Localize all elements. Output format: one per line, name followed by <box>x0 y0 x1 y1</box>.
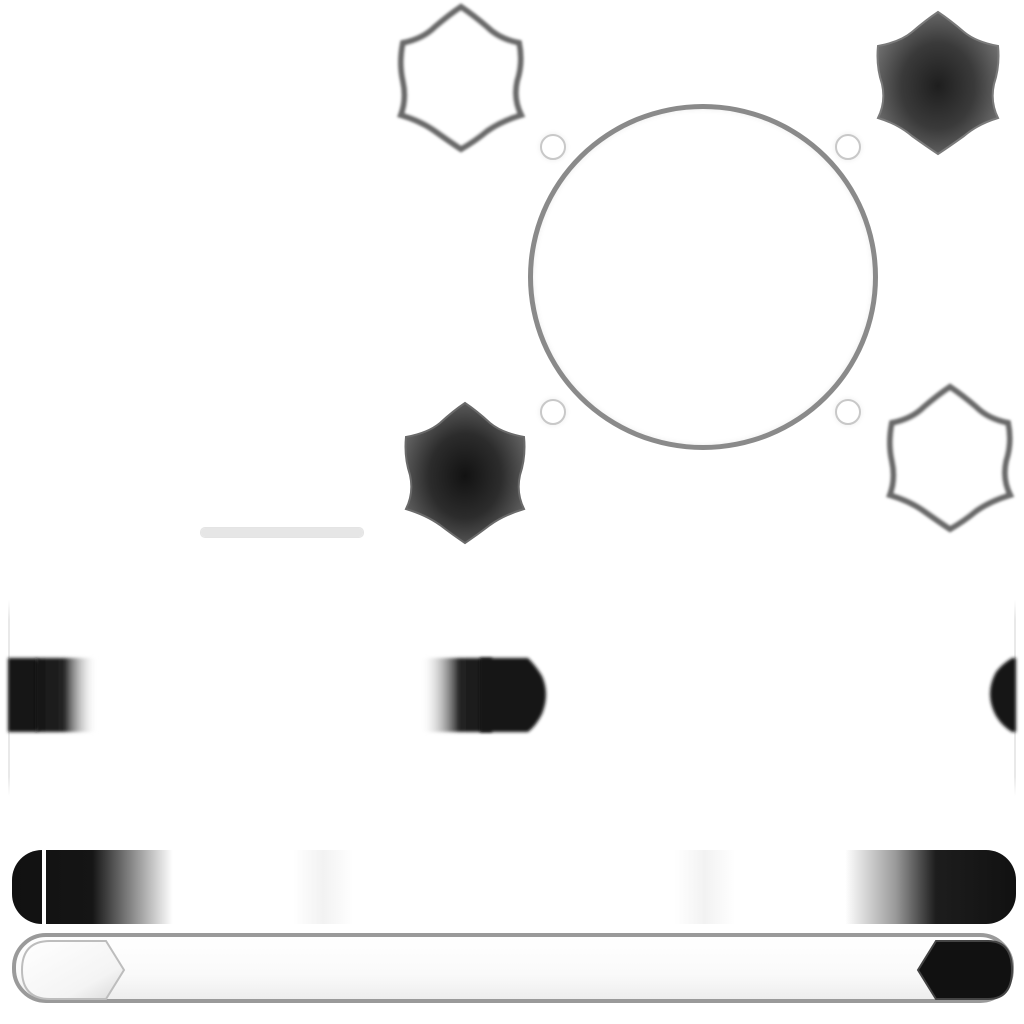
slider-knob-right[interactable] <box>916 939 1014 1001</box>
progress-fill <box>201 528 363 537</box>
gradient-bar <box>12 850 1016 924</box>
slider-track[interactable] <box>12 933 1014 1003</box>
dot-top-right <box>835 134 861 160</box>
circular-frame <box>528 104 878 450</box>
hex-button-light-top-left[interactable] <box>395 3 527 153</box>
knob-right-edge[interactable] <box>990 658 1016 732</box>
slider-handle-strip <box>8 600 1016 796</box>
hex-button-dark-top-right[interactable] <box>874 10 1002 156</box>
dot-bottom-left <box>540 399 566 425</box>
hex-button-dark-mid-left[interactable] <box>402 401 528 545</box>
dot-bottom-right <box>835 399 861 425</box>
gradient-marker[interactable] <box>42 850 47 924</box>
dot-top-left <box>540 134 566 160</box>
progress-bar <box>200 527 364 538</box>
hex-button-light-mid-right[interactable] <box>884 383 1016 533</box>
knob-center[interactable] <box>420 658 546 732</box>
knob-left-edge[interactable] <box>8 658 98 732</box>
slider-knob-left[interactable] <box>20 939 130 1001</box>
